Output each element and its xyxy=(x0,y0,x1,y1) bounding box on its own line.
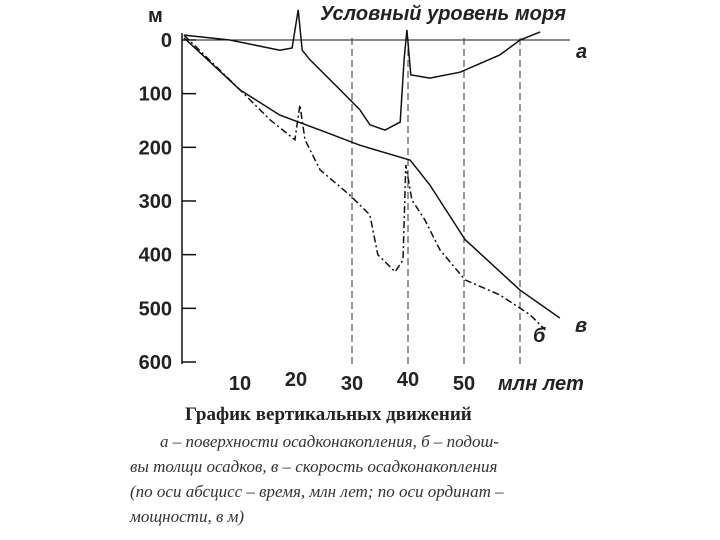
y-tick-label: 300 xyxy=(139,191,172,213)
x-tick-label: 50 xyxy=(453,373,475,395)
caption-text: (по оси абсцисс – время, млн лет; по оси… xyxy=(130,482,504,501)
y-tick-label: 500 xyxy=(139,298,172,320)
y-tick-label: 100 xyxy=(139,84,172,106)
series-line xyxy=(183,37,561,319)
caption-text: вы толщи осадков, в – скорость осадконак… xyxy=(130,457,497,476)
series-line xyxy=(183,34,546,331)
series-line xyxy=(183,9,541,131)
x-tick-label: 20 xyxy=(285,369,307,391)
x-tick-label: 30 xyxy=(341,373,363,395)
series-label: а xyxy=(576,41,587,63)
caption-text: мощности, в м) xyxy=(129,507,244,526)
x-tick-label: 40 xyxy=(397,369,419,391)
x-tick-label: 10 xyxy=(229,373,251,395)
series-label: б xyxy=(533,325,546,347)
series-label: в xyxy=(575,315,587,337)
y-tick-label: 0 xyxy=(161,30,172,52)
y-tick-label: 400 xyxy=(139,245,172,267)
annotation: Условный уровень моря xyxy=(320,3,566,25)
y-tick-label: 200 xyxy=(139,137,172,159)
x-axis-label: млн лет xyxy=(498,373,584,395)
y-axis-label: м xyxy=(148,5,163,27)
caption-title: График вертикальных движений xyxy=(185,404,472,425)
caption-text: а – поверхности осадконакопления, б – по… xyxy=(160,432,499,451)
y-tick-label: 600 xyxy=(139,352,172,374)
